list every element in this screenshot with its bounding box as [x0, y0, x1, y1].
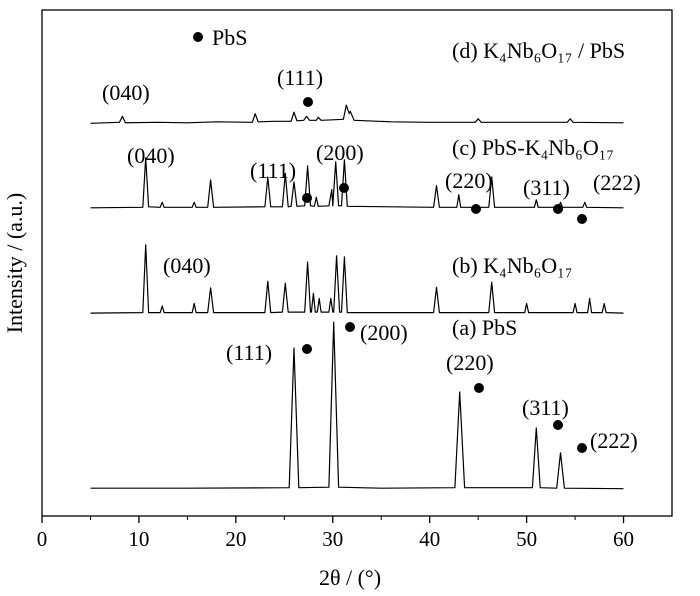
xrd-pattern [90, 157, 624, 209]
annotation: (c) PbS-K₄Nb₆O₁₇ [452, 135, 614, 160]
annotation: (d) K₄Nb₆O₁₇ / PbS [452, 38, 625, 63]
x-tick-label: 50 [516, 527, 537, 551]
annotation: (040) [127, 143, 175, 168]
marker-dot [553, 420, 563, 430]
marker-dot [303, 97, 313, 107]
marker-dot [553, 204, 563, 214]
xrd-pattern [90, 321, 624, 490]
annotation: (111) [226, 340, 272, 365]
annotation: PbS [212, 25, 247, 50]
marker-dot [471, 204, 481, 214]
x-tick-label: 10 [128, 527, 149, 551]
annotation: (040) [163, 253, 211, 278]
x-tick-label: 40 [419, 527, 440, 551]
x-tick-label: 20 [225, 527, 246, 551]
annotation: (a) PbS [452, 315, 517, 340]
annotation: (111) [277, 65, 323, 90]
annotation: (040) [102, 80, 150, 105]
annotation: (220) [446, 350, 494, 375]
annotation: (222) [590, 428, 638, 453]
xrd-pattern [90, 104, 624, 124]
annotation: (220) [445, 168, 493, 193]
annotation: (311) [523, 175, 570, 200]
marker-dot [345, 322, 355, 332]
annotation: (200) [360, 320, 408, 345]
marker-dot [577, 443, 587, 453]
marker-dot [339, 183, 349, 193]
marker-dot [474, 383, 484, 393]
x-axis-label: 2θ / (°) [319, 565, 381, 590]
y-axis-label: Intensity / (a.u.) [2, 193, 27, 334]
annotations: PbS (d) K₄Nb₆O₁₇ / PbS (040) (111) (c) P… [102, 25, 641, 453]
annotation: (200) [316, 140, 364, 165]
annotation: (311) [522, 395, 569, 420]
x-tick-label: 60 [613, 527, 634, 551]
plot-frame [41, 9, 673, 517]
annotation: (222) [593, 170, 641, 195]
marker-dot [577, 214, 587, 224]
marker-dot [302, 344, 312, 354]
xrd-pattern [90, 244, 624, 314]
x-tick-label: 0 [37, 527, 48, 551]
x-tick-label: 30 [322, 527, 343, 551]
marker-dot [193, 32, 203, 42]
annotation: (111) [250, 158, 296, 183]
annotation: (b) K₄Nb₆O₁₇ [452, 253, 573, 278]
